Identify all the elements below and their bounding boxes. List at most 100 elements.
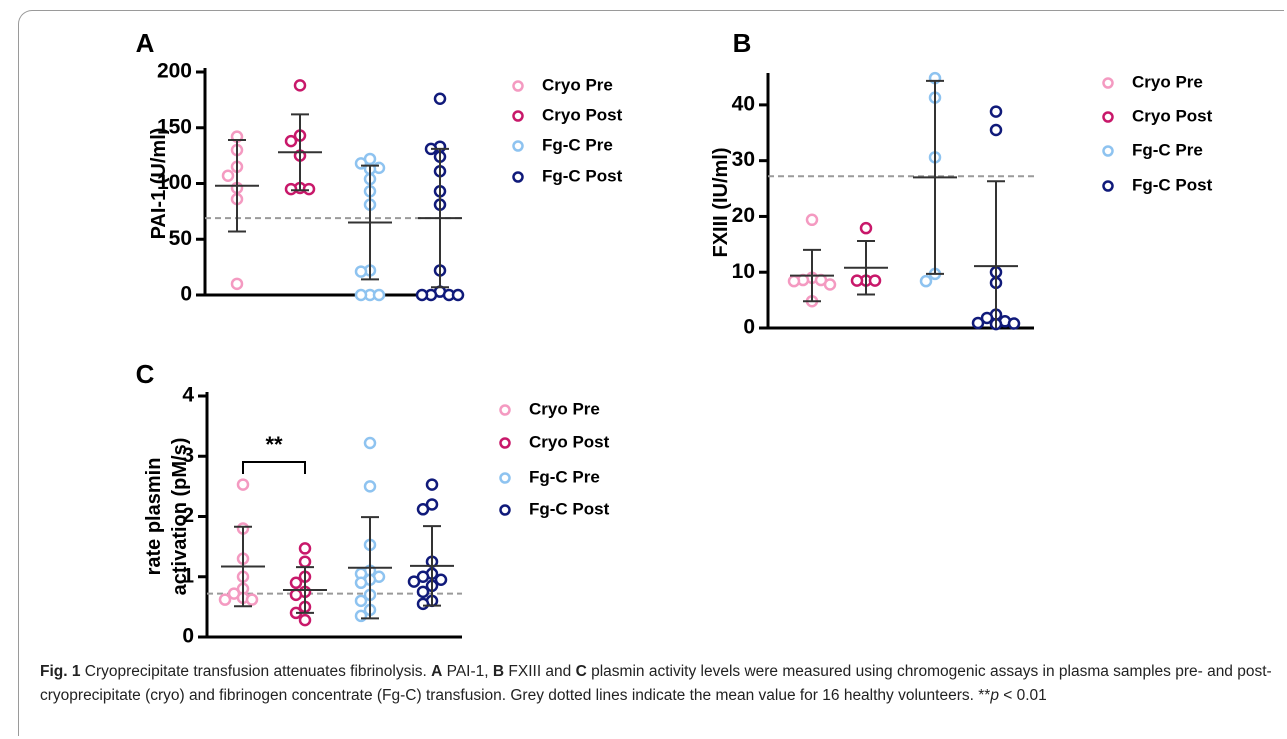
- y-axis-label-line: rate plasmin: [143, 458, 165, 576]
- data-point: [1007, 317, 1021, 330]
- y-tick-label: 4: [182, 384, 194, 407]
- data-point: [289, 588, 303, 602]
- legend-label: Cryo Pre: [542, 75, 613, 94]
- data-point: [298, 542, 312, 555]
- y-tick-label: 1: [182, 564, 194, 587]
- y-tick-label: 0: [180, 283, 192, 306]
- data-point: [416, 597, 430, 611]
- legend-label: Cryo Pre: [1132, 72, 1203, 91]
- data-point: [363, 436, 377, 450]
- legend-marker: [499, 404, 511, 416]
- data-point: [416, 570, 430, 583]
- legend-marker: [1102, 77, 1114, 89]
- legend-label: Fg-C Pre: [1132, 140, 1203, 159]
- caption-run: < 0.01: [998, 686, 1047, 704]
- data-point: [230, 277, 244, 291]
- data-point: [354, 265, 368, 278]
- caption-run: p: [990, 686, 999, 704]
- y-tick-label: 50: [169, 227, 192, 250]
- y-tick-label: 200: [157, 60, 192, 83]
- figure-frame: [18, 10, 1284, 736]
- legend-marker: [512, 80, 524, 92]
- data-point: [425, 498, 439, 511]
- legend-label: Fg-C Post: [542, 166, 623, 185]
- caption-run: C: [575, 663, 587, 680]
- legend-label: Cryo Post: [542, 105, 623, 124]
- panel-label: C: [136, 359, 155, 389]
- legend-marker: [512, 171, 524, 183]
- y-tick-label: 100: [157, 171, 192, 194]
- data-point: [451, 288, 465, 302]
- data-point: [218, 593, 232, 606]
- panel-label: B: [733, 28, 752, 58]
- data-point: [787, 274, 801, 288]
- data-point: [284, 182, 298, 196]
- data-point: [850, 274, 864, 287]
- legend-marker: [499, 437, 511, 449]
- data-point: [868, 274, 882, 287]
- data-point: [971, 316, 985, 330]
- significance-label: **: [265, 432, 283, 457]
- data-point: [425, 478, 439, 491]
- data-point: [298, 613, 312, 627]
- legend-label: Cryo Post: [529, 432, 610, 451]
- data-point: [415, 288, 429, 302]
- data-point: [354, 288, 368, 302]
- caption-run: PAI-1,: [442, 663, 493, 680]
- legend-label: Fg-C Pre: [529, 467, 600, 486]
- caption: Fig. 1 Cryoprecipitate transfusion atten…: [40, 660, 1278, 707]
- data-point: [434, 573, 448, 587]
- caption-run: B: [492, 663, 505, 680]
- y-tick-label: 10: [732, 260, 755, 283]
- caption-run: plasmin activity levels were measured us…: [40, 663, 1272, 704]
- caption-run: FXIII and: [504, 663, 576, 680]
- caption-run: A: [431, 663, 443, 680]
- data-point: [354, 609, 368, 623]
- data-point: [372, 288, 386, 302]
- y-tick-label: 0: [743, 316, 755, 339]
- y-axis-label: rate plasmin activation (pM/s): [143, 438, 191, 596]
- legend-marker: [1102, 145, 1114, 157]
- y-axis-label-line: FXIII (IU/ml): [710, 148, 732, 258]
- data-point: [407, 575, 421, 588]
- y-tick-label: 20: [732, 204, 755, 227]
- y-axis-label: FXIII (IU/ml): [710, 148, 732, 258]
- significance-bracket: [242, 461, 306, 474]
- data-point: [289, 576, 303, 590]
- y-tick-label: 3: [182, 444, 194, 467]
- legend-marker: [1102, 111, 1114, 123]
- data-point: [298, 555, 312, 568]
- y-tick-label: 40: [732, 92, 755, 115]
- data-point: [989, 105, 1003, 118]
- data-point: [416, 585, 430, 599]
- data-point: [221, 169, 235, 182]
- data-point: [919, 274, 933, 288]
- data-point: [859, 221, 873, 235]
- y-axis-label-line: PAI-1 (U/ml): [148, 128, 170, 240]
- data-point: [433, 92, 447, 106]
- legend-label: Fg-C Post: [1132, 175, 1213, 194]
- data-point: [989, 123, 1003, 137]
- data-point: [284, 134, 298, 148]
- legend-label: Fg-C Post: [529, 499, 610, 518]
- data-point: [363, 480, 377, 493]
- legend-marker: [499, 472, 511, 484]
- legend-label: Cryo Pre: [529, 399, 600, 418]
- y-axis-label-line: activation (pM/s): [169, 438, 191, 596]
- y-tick-label: 0: [182, 625, 194, 648]
- legend-label: Cryo Post: [1132, 106, 1213, 125]
- data-point: [354, 594, 368, 608]
- caption-run: Cryoprecipitate transfusion attenuates f…: [80, 663, 432, 680]
- data-point: [805, 213, 819, 227]
- panel-label: A: [136, 28, 155, 58]
- data-point: [354, 576, 368, 590]
- data-point: [980, 311, 994, 325]
- legend-marker: [499, 504, 511, 516]
- data-point: [245, 593, 259, 606]
- data-point: [236, 478, 250, 491]
- data-point: [302, 182, 316, 196]
- caption-run: Fig. 1: [40, 663, 81, 680]
- data-point: [293, 79, 307, 92]
